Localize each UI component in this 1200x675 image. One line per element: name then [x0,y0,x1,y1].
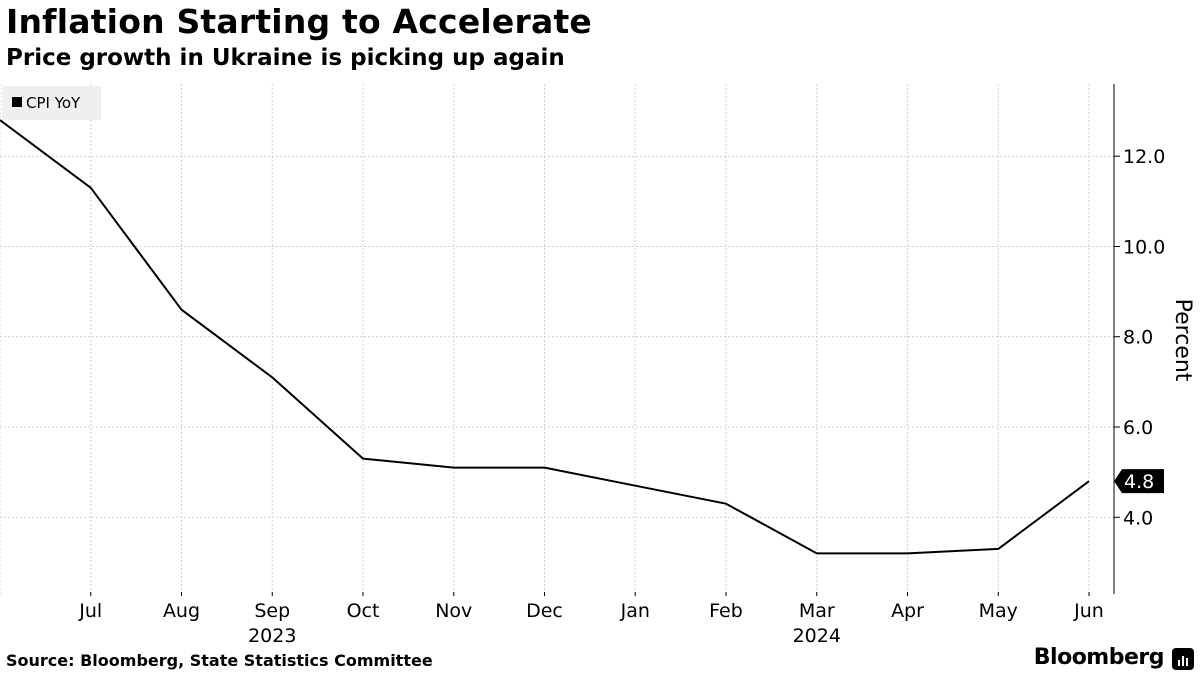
chart-subtitle: Price growth in Ukraine is picking up ag… [6,45,565,71]
bloomberg-logo: Bloomberg [1033,645,1165,670]
x-tick-label: Aug [163,600,200,622]
y-tick-label: 6.0 [1123,417,1153,439]
last-value-flag [1114,469,1164,494]
y-tick-label: 12.0 [1123,146,1165,168]
y-axis-title: Percent [1170,299,1195,382]
legend-label: CPI YoY [26,94,81,112]
x-tick-label: Jul [78,600,102,622]
x-tick-label: Jan [620,600,650,622]
y-tick-label: 4.0 [1123,507,1153,529]
legend-swatch [12,97,22,107]
x-tick-label: Jun [1073,600,1104,622]
x-tick-label: Nov [435,600,472,622]
y-tick-label: 10.0 [1123,236,1165,258]
last-value-label: 4.8 [1124,471,1154,493]
x-tick-label: Dec [526,600,563,622]
x-tick-label: Apr [891,600,924,622]
x-tick-label: Feb [709,600,743,622]
x-year-label: 2024 [793,625,841,647]
bloomberg-terminal-icon [1172,648,1194,670]
x-tick-label: Mar [799,600,835,622]
y-tick-label: 8.0 [1123,327,1153,349]
x-tick-label: Sep [254,600,290,622]
source-note: Source: Bloomberg, State Statistics Comm… [6,651,433,670]
chart-title: Inflation Starting to Accelerate [6,2,592,41]
x-year-label: 2023 [248,625,296,647]
x-tick-label: Oct [347,600,380,622]
x-tick-label: May [979,600,1018,622]
